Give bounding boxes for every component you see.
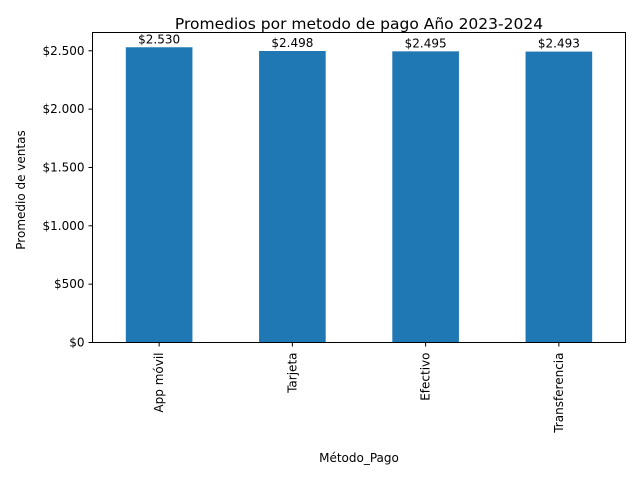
bar	[125, 47, 193, 343]
x-tick-label: Transferencia	[552, 353, 566, 434]
data-label: $2.493	[538, 37, 580, 51]
y-tick-label: $500	[54, 277, 85, 291]
data-label: $2.495	[405, 36, 447, 50]
y-axis-label: Promedio de ventas	[14, 130, 28, 249]
plot-frame	[92, 32, 626, 343]
x-tick-label: App móvil	[152, 353, 166, 413]
bar	[392, 51, 459, 343]
bars-group: $2.530 $2.498 $2.495 $2.493	[125, 32, 593, 343]
x-tick-label: Efectivo	[419, 353, 433, 401]
bar	[259, 50, 326, 343]
x-tick-label: Tarjeta	[285, 353, 299, 394]
bar	[525, 51, 593, 343]
y-tick-label: $1.000	[43, 219, 85, 233]
y-tick-label: $2.500	[43, 44, 85, 58]
chart-title: Promedios por metodo de pago Año 2023-20…	[175, 15, 543, 33]
y-tick-label: $1.500	[43, 160, 85, 174]
y-tick-label: $2.000	[43, 102, 85, 116]
x-axis: App móvil Tarjeta Efectivo Transferencia	[152, 342, 566, 434]
x-axis-label: Método_Pago	[319, 451, 399, 465]
y-tick-label: $0	[69, 336, 84, 350]
data-label: $2.530	[138, 32, 180, 46]
y-axis: $0 $500 $1.000 $1.500 $2.000 $2.500	[43, 44, 93, 350]
data-label: $2.498	[271, 36, 313, 50]
